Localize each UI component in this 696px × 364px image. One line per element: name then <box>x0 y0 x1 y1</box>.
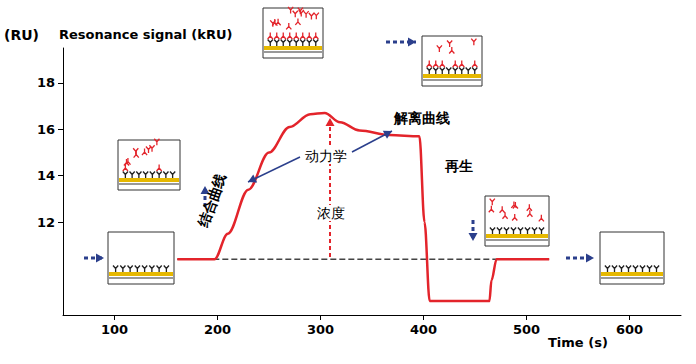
svg-text:动力学: 动力学 <box>305 148 347 164</box>
svg-text:再生: 再生 <box>444 158 473 174</box>
svg-text:300: 300 <box>307 322 334 337</box>
svg-text:14: 14 <box>37 168 55 183</box>
svg-text:12: 12 <box>37 215 55 230</box>
svg-text:浓度: 浓度 <box>317 205 345 221</box>
svg-text:100: 100 <box>101 322 128 337</box>
svg-text:Time (s): Time (s) <box>548 335 608 350</box>
svg-text:600: 600 <box>616 322 643 337</box>
svg-text:200: 200 <box>204 322 231 337</box>
svg-text:解离曲线: 解离曲线 <box>393 110 450 126</box>
svg-text:(RU): (RU) <box>4 27 39 43</box>
svg-text:Resonance signal (kRU): Resonance signal (kRU) <box>59 27 232 42</box>
svg-text:400: 400 <box>410 322 437 337</box>
svg-text:18: 18 <box>37 75 55 90</box>
svg-text:结合曲线: 结合曲线 <box>195 171 230 230</box>
svg-text:16: 16 <box>37 122 55 137</box>
svg-text:500: 500 <box>513 322 540 337</box>
